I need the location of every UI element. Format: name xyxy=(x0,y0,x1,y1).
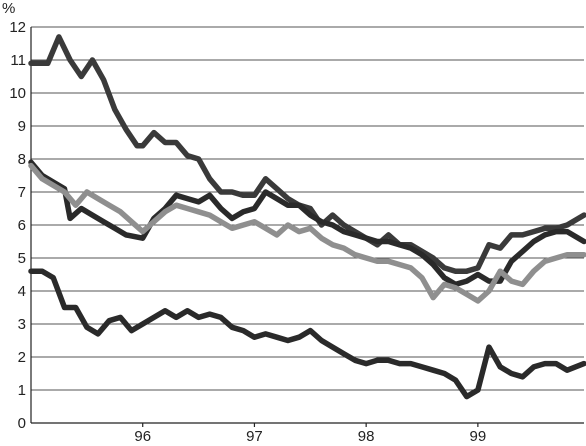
y-unit-label: % xyxy=(2,0,15,17)
y-tick-label: 8 xyxy=(18,151,26,168)
y-tick-label: 7 xyxy=(18,184,26,201)
x-tick-label: 98 xyxy=(358,428,375,445)
y-tick-label: 11 xyxy=(10,52,26,69)
y-tick-label: 2 xyxy=(18,349,26,366)
series-line-4 xyxy=(28,268,586,400)
y-tick-label: 5 xyxy=(18,250,26,267)
y-tick-label: 12 xyxy=(9,19,26,36)
x-tick-label: 97 xyxy=(246,428,263,445)
y-tick-label: 4 xyxy=(18,283,26,300)
x-tick-label: 99 xyxy=(470,428,487,445)
y-tick-label: 3 xyxy=(18,316,26,333)
y-tick-label: 6 xyxy=(18,217,26,234)
x-tick-label: 96 xyxy=(134,428,151,445)
y-tick-label: 9 xyxy=(18,118,26,135)
series-line-2 xyxy=(28,159,586,288)
y-tick-label: 0 xyxy=(18,415,26,432)
axes xyxy=(30,27,584,427)
series-line-1 xyxy=(28,34,586,274)
y-tick-label: 10 xyxy=(9,85,26,102)
series-line-3 xyxy=(28,162,586,304)
y-tick-label: 1 xyxy=(18,382,26,399)
series-group xyxy=(28,34,586,400)
